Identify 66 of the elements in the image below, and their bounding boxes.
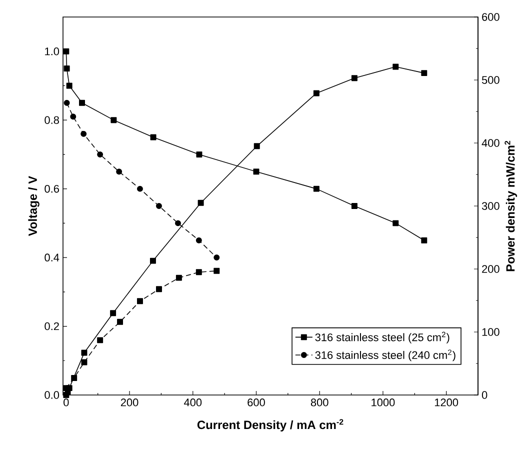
point [66, 82, 72, 89]
point [176, 274, 182, 281]
y2-tick-label: 300 [482, 202, 500, 210]
x-tick-label: 0 [64, 398, 69, 406]
y-tick-label: 0.2 [44, 322, 59, 330]
point [175, 220, 181, 226]
point [150, 134, 156, 140]
point [214, 268, 220, 274]
point [110, 117, 117, 124]
point [253, 168, 260, 175]
point [254, 143, 260, 150]
point [70, 114, 76, 120]
x-tick-label: 600 [248, 398, 265, 406]
x-tick-label: 200 [120, 398, 138, 406]
point [136, 298, 143, 304]
point [81, 359, 88, 366]
point [117, 318, 124, 325]
y-tick-label: 1.0 [45, 47, 60, 56]
y-tick-label: 0.8 [44, 116, 59, 124]
point [198, 200, 204, 206]
point [156, 203, 162, 209]
point [63, 48, 70, 54]
legend-label: 316 stainless steel (240 cm$^{2}$) [315, 350, 456, 362]
point [421, 70, 428, 76]
point [81, 350, 88, 356]
x-tick-label: 400 [184, 398, 202, 406]
y2-tick-label: 600 [482, 13, 500, 21]
point [79, 100, 85, 106]
point [116, 168, 122, 175]
legend-label: 316 stainless steel (25 cm$^{2}$) [315, 332, 450, 344]
y2-tick-label: 100 [482, 328, 500, 336]
x-axis-title: Current Density / mA cm$^{-2}$ [197, 419, 344, 432]
point [313, 186, 320, 192]
point [196, 269, 202, 276]
x-tick-label: 1200 [434, 398, 458, 406]
point [71, 375, 78, 381]
point [136, 186, 143, 192]
point [156, 286, 162, 292]
y2-axis-title: Power density mW/cm$^{2}$ [504, 140, 518, 272]
point [80, 130, 87, 137]
y-tick-label: 0.6 [44, 184, 59, 193]
x-tick-label: 800 [310, 398, 328, 406]
point [421, 237, 428, 244]
point [392, 220, 399, 226]
point [351, 75, 358, 82]
point [97, 151, 104, 158]
y2-tick-label: 500 [482, 76, 500, 84]
y2-tick-label: 200 [482, 265, 500, 273]
point [64, 66, 70, 72]
y2-tick-label: 0 [482, 391, 488, 399]
y-axis-title: Voltage / V [28, 176, 40, 236]
point [63, 385, 70, 392]
point [110, 310, 116, 316]
y-tick-label: 0.4 [44, 254, 60, 262]
point [64, 100, 70, 106]
point [214, 254, 220, 261]
x-tick-label: 1000 [372, 398, 395, 406]
point [97, 337, 104, 344]
point [150, 258, 156, 264]
y-tick-label: 0.0 [44, 391, 60, 399]
point [196, 237, 202, 244]
point [313, 90, 320, 96]
point [351, 203, 358, 209]
point [392, 64, 399, 70]
y2-tick-label: 400 [482, 139, 500, 147]
point [196, 151, 202, 158]
